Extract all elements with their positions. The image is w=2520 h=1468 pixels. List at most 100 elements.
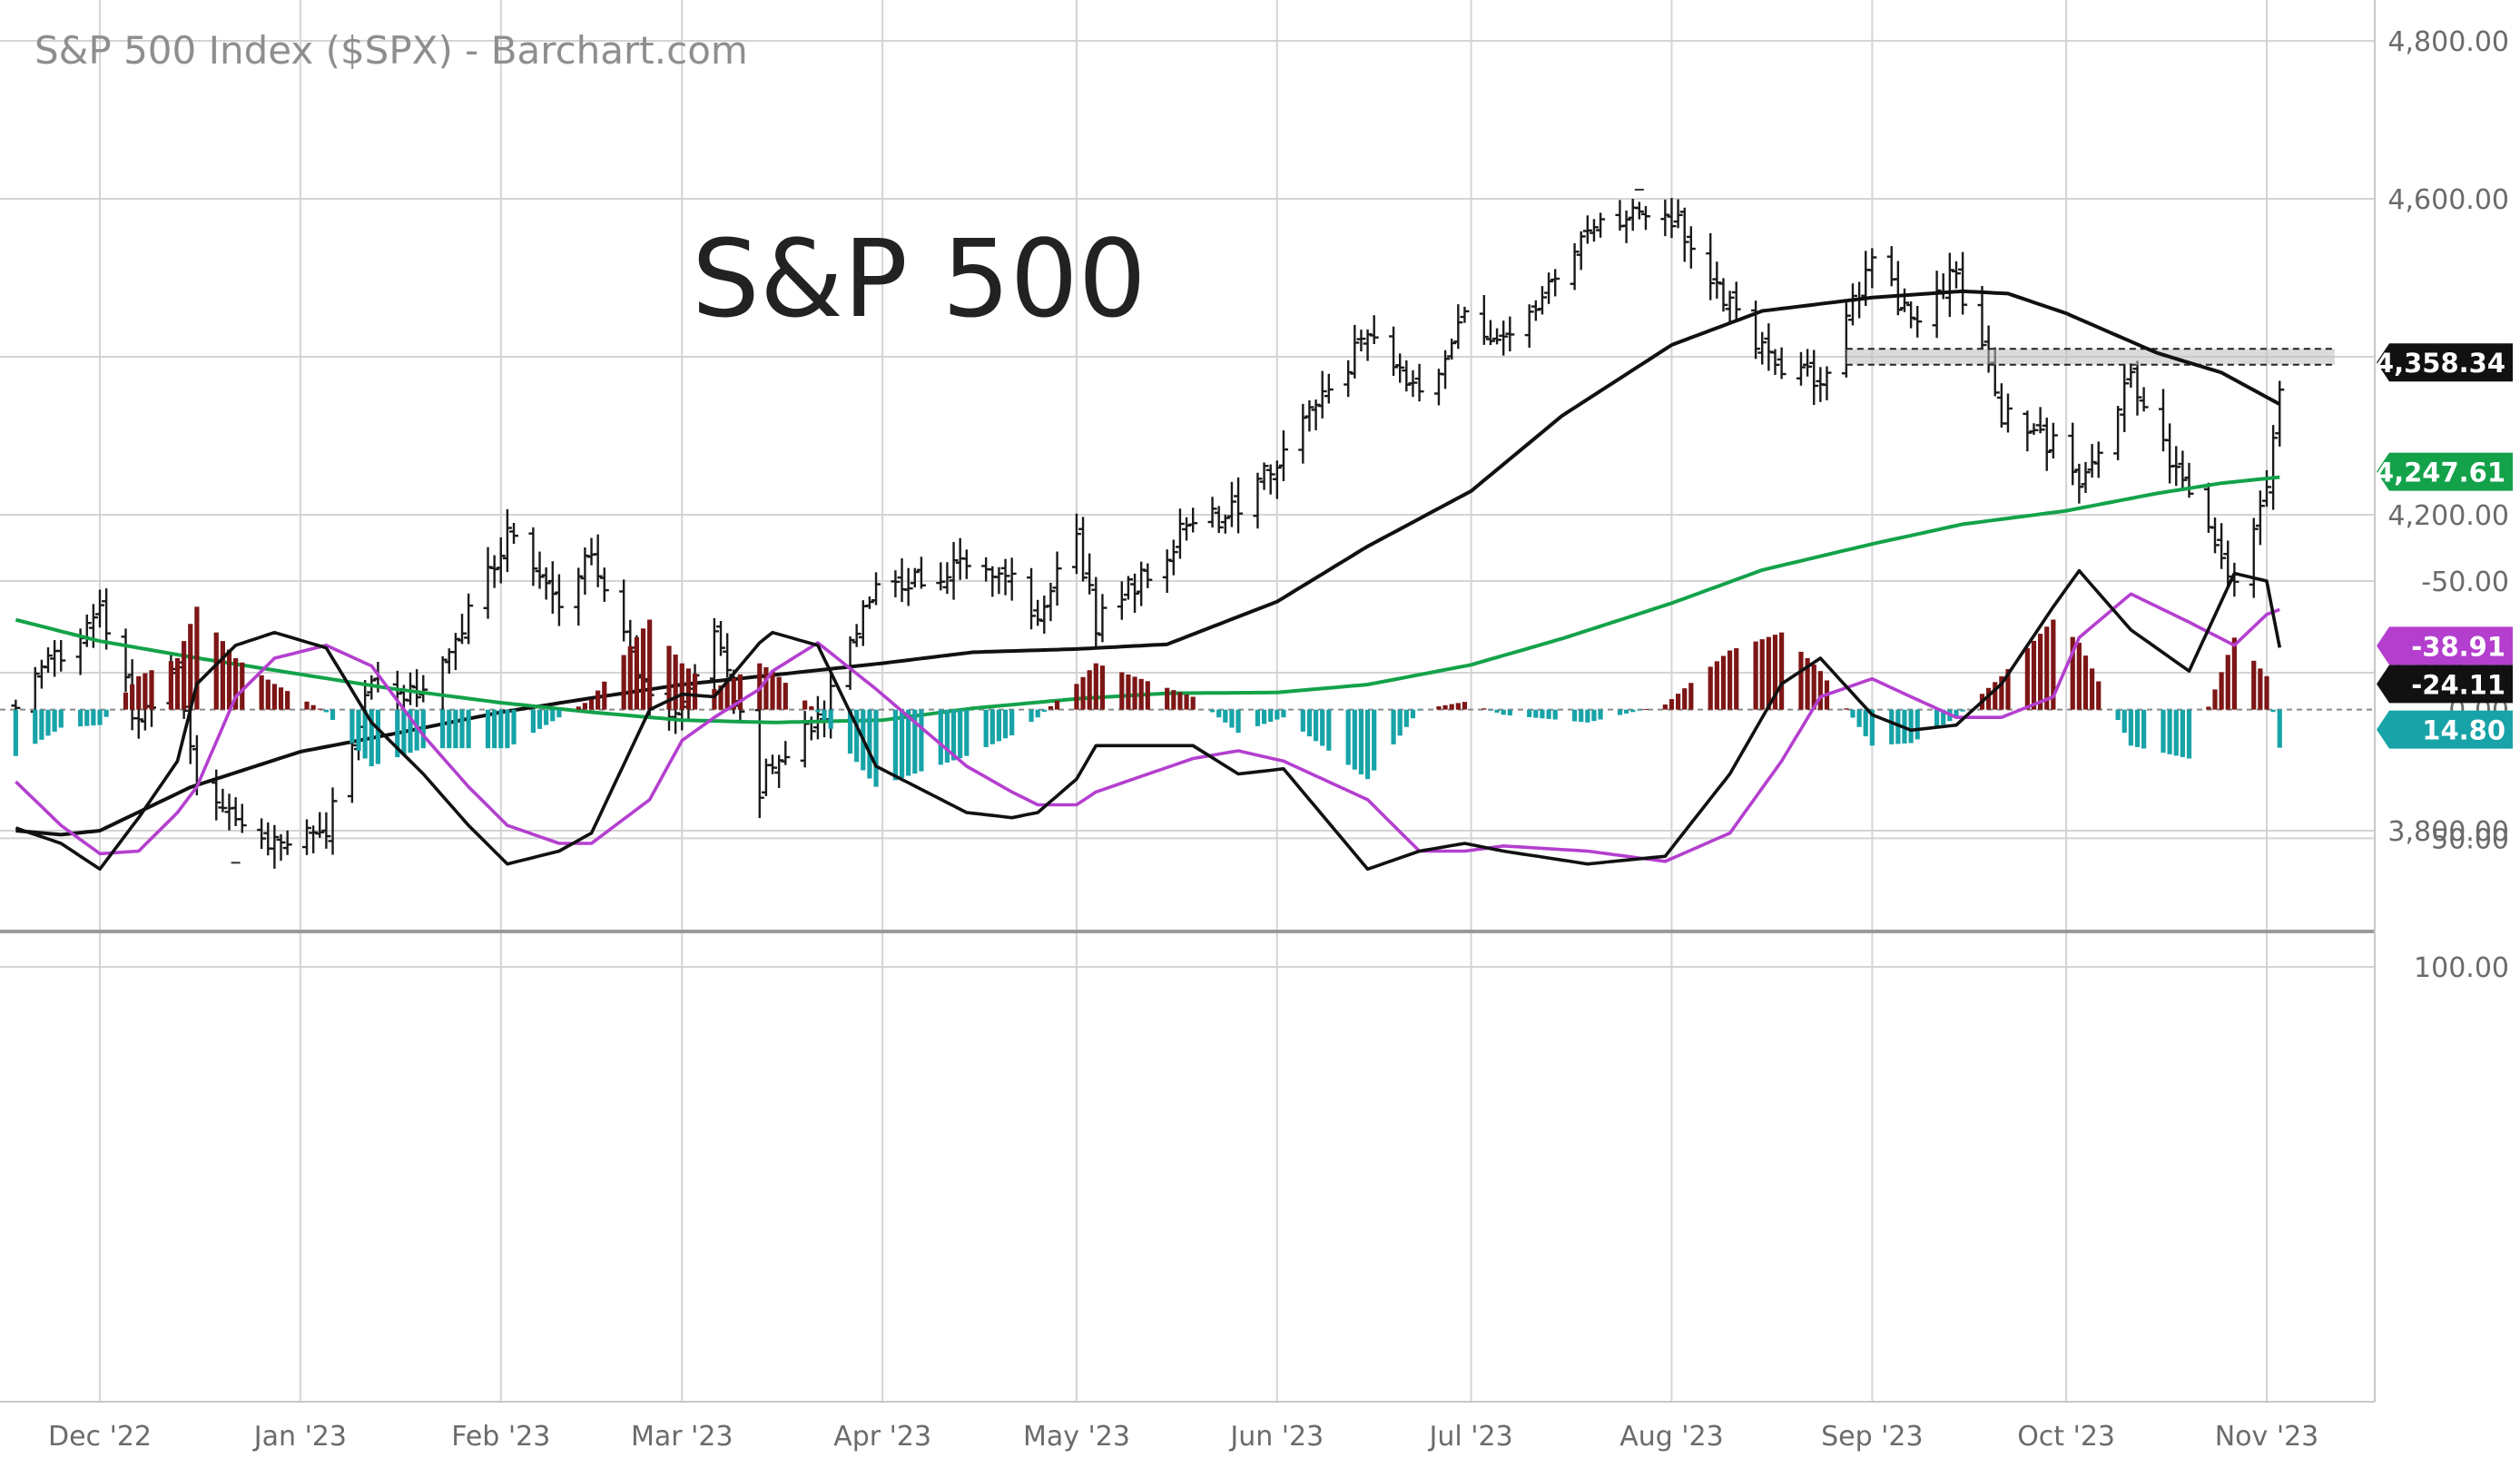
macd-histogram-bar xyxy=(983,709,989,747)
ohlc-bar xyxy=(1143,563,1153,588)
ohlc-bar xyxy=(1414,363,1424,402)
ohlc-bar xyxy=(95,589,104,628)
macd-histogram-bar xyxy=(1391,709,1396,744)
macd-histogram-bar xyxy=(1579,709,1584,723)
ohlc-bar xyxy=(1182,517,1192,541)
ohlc-bar xyxy=(1324,373,1334,404)
ohlc-bar xyxy=(1007,557,1017,601)
macd-histogram-bar xyxy=(2044,626,2050,710)
ohlc-bar xyxy=(2269,425,2279,510)
ohlc-bar xyxy=(406,672,416,705)
x-tick-label: Oct '23 xyxy=(2017,1421,2115,1453)
ohlc-bar xyxy=(1996,383,2006,428)
ohlc-bar xyxy=(1039,595,1049,634)
ohlc-bar xyxy=(1085,553,1095,595)
ohlc-bar xyxy=(916,557,926,589)
ohlc-bar xyxy=(1453,304,1463,350)
macd-histogram-bar xyxy=(1145,681,1150,710)
macd-histogram-bar xyxy=(304,701,310,710)
macd-histogram-bar xyxy=(1462,702,1468,710)
macd-histogram-bar xyxy=(1184,695,1189,710)
macd-histogram-bar xyxy=(647,619,653,710)
ohlc-bar xyxy=(2171,446,2181,487)
macd-histogram-bar xyxy=(447,709,452,749)
ohlc-bar xyxy=(1751,300,1761,360)
ohlc-bar xyxy=(1589,219,1599,242)
macd-histogram-bar xyxy=(1798,651,1804,710)
macd-histogram-bar xyxy=(97,709,103,725)
ohlc-bar xyxy=(1091,576,1101,646)
ohlc-bar xyxy=(392,670,402,713)
ohlc-bar xyxy=(936,562,946,591)
ohlc-bar xyxy=(1441,350,1451,389)
macd-histogram-bar xyxy=(1552,709,1558,720)
macd-histogram-bar xyxy=(1372,709,1377,771)
ohlc-bar xyxy=(1706,232,1716,300)
ohlc-bar xyxy=(224,793,234,831)
ohlc-bar xyxy=(496,537,506,584)
x-tick-label: Jul '23 xyxy=(1428,1421,1513,1453)
ohlc-bar xyxy=(1485,320,1495,346)
macd-histogram-bar xyxy=(466,709,471,749)
macd-histogram-bar xyxy=(2231,637,2237,710)
macd-histogram-bar xyxy=(1320,709,1325,746)
ohlc-bar xyxy=(1667,198,1677,239)
ohlc-bar xyxy=(1460,306,1470,323)
ohlc-bar xyxy=(1214,506,1224,534)
macd-histogram-bar xyxy=(1029,709,1034,723)
macd-histogram-bar xyxy=(602,681,607,710)
ohlc-bar xyxy=(43,647,53,673)
ohlc-bar xyxy=(1847,283,1857,326)
x-tick-label: Mar '23 xyxy=(631,1421,733,1453)
ohlc-bar xyxy=(2126,363,2136,388)
macd-histogram-bar xyxy=(906,709,911,776)
ohlc-bar xyxy=(218,788,228,813)
sma200-last-badge-text: 4,247.61 xyxy=(2376,458,2505,488)
ohlc-bar xyxy=(1175,508,1185,559)
macd-histogram-bar xyxy=(1889,709,1895,744)
ohlc-bar xyxy=(1207,497,1217,528)
ohlc-bar xyxy=(1479,294,1489,345)
macd-histogram-bar xyxy=(989,709,995,744)
macd-histogram-bar xyxy=(1960,709,1965,712)
macd-histogram-bar xyxy=(1416,709,1422,711)
badge-layer: 4,358.34 4,247.61 14.80 -24.11 -38.91 xyxy=(2376,343,2513,749)
macd-histogram-bar xyxy=(414,709,419,751)
macd-histogram-bar xyxy=(737,674,743,710)
price-last-badge: 4,358.34 xyxy=(2376,343,2513,382)
ohlc-bar xyxy=(1757,331,1767,365)
x-tick-label: Dec '22 xyxy=(48,1421,152,1453)
macd-histogram-bar xyxy=(1993,682,1998,710)
macd-histogram-bar xyxy=(1358,709,1364,774)
ohlc-bar xyxy=(1576,231,1586,271)
macd-histogram-bar xyxy=(330,709,336,720)
ohlc-bar xyxy=(1278,430,1288,481)
macd-histogram-bar xyxy=(1856,709,1862,727)
macd-histogram-bar xyxy=(45,709,51,736)
macd-histogram-bar xyxy=(369,709,374,766)
macd-histogram-bar xyxy=(1778,632,1785,710)
macd-tick-label: 100.00 xyxy=(2414,952,2509,984)
macd-histogram-bar xyxy=(1171,690,1176,710)
macd-histogram-bar xyxy=(1753,641,1758,710)
ohlc-bar xyxy=(1027,567,1037,630)
macd-histogram-bar xyxy=(912,709,918,774)
ohlc-bar xyxy=(754,706,764,819)
macd-histogram-bar xyxy=(259,675,264,710)
macd-histogram-bar xyxy=(1598,709,1603,720)
macd-histogram-bar xyxy=(13,709,18,756)
ohlc-bar xyxy=(2113,406,2123,460)
macd-histogram-bar xyxy=(1300,709,1305,732)
macd-histogram-bar xyxy=(640,628,646,710)
ohlc-bar xyxy=(1886,246,1896,287)
macd-histogram-bar xyxy=(2277,709,2282,748)
ohlc-bar xyxy=(56,640,66,672)
x-tick-label: May '23 xyxy=(1023,1421,1130,1453)
ohlc-bar xyxy=(302,819,312,855)
ohlc-bar xyxy=(1913,305,1923,338)
sma200-last-badge: 4,247.61 xyxy=(2376,452,2513,491)
chart-title-annotation: S&P 500 xyxy=(692,216,1147,341)
ohlc-bar xyxy=(2120,363,2130,432)
signal-last-badge-shape xyxy=(2377,626,2513,665)
